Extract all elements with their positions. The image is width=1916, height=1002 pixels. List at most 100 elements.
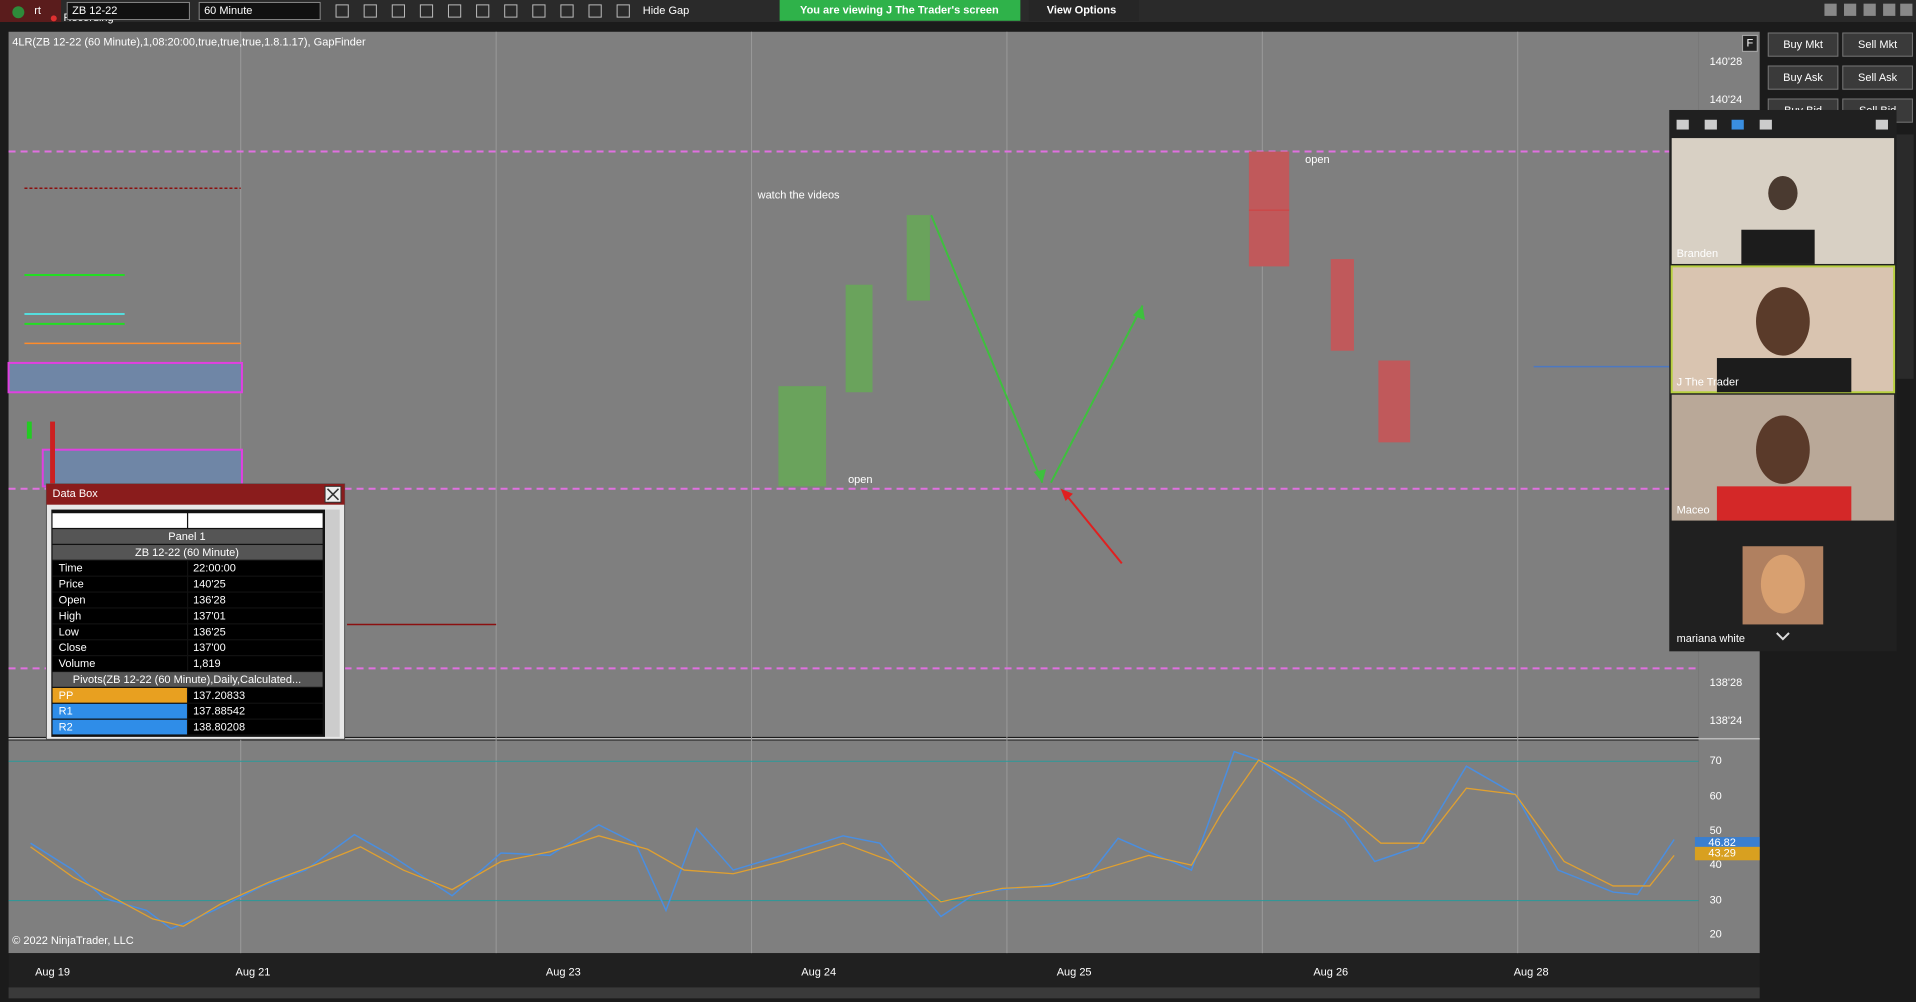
tool-icon[interactable] xyxy=(419,4,434,18)
tool-icon[interactable] xyxy=(363,4,377,18)
expand-chevron[interactable] xyxy=(1776,632,1790,641)
order-button-label[interactable]: Buy Ask xyxy=(1783,72,1823,84)
arrow-line xyxy=(930,214,1044,484)
bearish-box xyxy=(1330,259,1354,351)
participant-name: Branden xyxy=(1677,248,1719,260)
candle xyxy=(26,421,32,439)
order-button[interactable] xyxy=(1767,65,1839,90)
data-row-value-cell xyxy=(188,592,323,608)
app-title: rt xyxy=(34,5,41,17)
price-label: 138'24 xyxy=(1710,715,1743,727)
price-label: 140'28 xyxy=(1710,56,1743,68)
order-button[interactable] xyxy=(1767,32,1839,57)
data-row-label-cell xyxy=(52,513,187,528)
tool-icon[interactable] xyxy=(335,4,349,18)
order-button-label[interactable]: Sell Mkt xyxy=(1858,39,1897,51)
data-row-value-cell xyxy=(188,719,323,735)
tool-icon[interactable] xyxy=(616,4,630,18)
osc-marker-text: 43.29 xyxy=(1708,847,1736,859)
data-row-value: 1,819 xyxy=(193,658,221,670)
window-button[interactable] xyxy=(1863,3,1876,16)
candle xyxy=(50,421,55,486)
data-row-value-cell xyxy=(188,687,323,703)
x-axis-strip xyxy=(8,953,1760,988)
data-row-label: High xyxy=(59,610,82,622)
view-options-text[interactable]: View Options xyxy=(1047,4,1116,16)
tool-icon[interactable] xyxy=(588,4,602,18)
price-label: 140'24 xyxy=(1710,94,1743,106)
window-button[interactable] xyxy=(1900,3,1913,16)
instrument-select[interactable] xyxy=(66,1,190,21)
data-box-titlebar xyxy=(46,483,345,505)
video-control[interactable] xyxy=(1676,119,1689,130)
data-row-banner-text: ZB 12-22 (60 Minute) xyxy=(135,547,239,559)
order-button-label[interactable]: Sell Ask xyxy=(1858,72,1898,84)
zone-box xyxy=(7,361,243,394)
data-row-value: 140'25 xyxy=(193,579,226,591)
tool-icon[interactable] xyxy=(476,4,490,18)
tool-icon[interactable] xyxy=(391,4,405,18)
data-row-label: R1 xyxy=(59,706,73,718)
viewing-banner-text: You are viewing J The Trader's screen xyxy=(800,4,999,16)
data-row-value-cell xyxy=(188,576,323,592)
data-row-label-cell xyxy=(52,560,187,576)
data-row-label: R2 xyxy=(59,722,73,734)
arrow-head xyxy=(1060,488,1073,502)
data-row-value-cell xyxy=(188,624,323,640)
participant-name: J The Trader xyxy=(1677,376,1739,388)
video-control[interactable] xyxy=(1731,119,1744,130)
order-button[interactable] xyxy=(1842,65,1913,90)
tool-icon[interactable] xyxy=(560,4,574,18)
data-row-label: Open xyxy=(59,595,86,607)
instrument-text[interactable]: ZB 12-22 xyxy=(72,5,117,17)
oscillator-label: 30 xyxy=(1710,895,1722,907)
video-control[interactable] xyxy=(1875,119,1888,130)
osc-marker-text: 46.82 xyxy=(1708,837,1736,849)
side-scrollbar xyxy=(1896,134,1914,379)
data-row-label: Low xyxy=(59,626,79,638)
panel-button[interactable] xyxy=(1742,34,1758,52)
video-control[interactable] xyxy=(1759,119,1772,130)
data-row-label-cell xyxy=(52,640,187,655)
data-row-label: Price xyxy=(59,579,84,591)
data-row-label-cell xyxy=(52,592,187,608)
data-row-value-cell xyxy=(188,608,323,624)
x-axis-label: Aug 19 xyxy=(35,967,70,979)
tool-icon[interactable] xyxy=(532,4,546,18)
view-options[interactable] xyxy=(1028,0,1139,21)
close-x xyxy=(326,488,340,501)
data-row-label: Volume xyxy=(59,658,96,670)
annotation: open xyxy=(1305,154,1329,166)
hide-gaps[interactable]: Hide Gap xyxy=(643,5,689,17)
scrollbar xyxy=(8,987,1760,999)
data-row-value: 137.88542 xyxy=(193,706,245,718)
data-row-value: 8/23/2022 xyxy=(193,515,242,527)
participant-name: mariana white xyxy=(1677,633,1745,645)
participant-head xyxy=(1760,554,1805,614)
video-control[interactable] xyxy=(1704,119,1717,130)
order-button[interactable] xyxy=(1842,32,1913,57)
data-row-value-cell xyxy=(188,703,323,719)
oscillator-label: 50 xyxy=(1710,825,1722,837)
arrow-head xyxy=(1132,305,1146,321)
x-axis-label: Aug 23 xyxy=(546,967,581,979)
order-button-label[interactable]: Buy Mkt xyxy=(1783,39,1823,51)
bearish-box xyxy=(1378,360,1411,443)
oscillator-slow xyxy=(30,759,1675,927)
participant-head xyxy=(1756,287,1810,356)
interval-text[interactable]: 60 Minute xyxy=(204,5,252,17)
viewing-banner xyxy=(779,0,1021,21)
data-row-banner xyxy=(52,529,323,544)
data-row-label: Date xyxy=(59,515,82,527)
arrow-head xyxy=(1033,469,1047,483)
tool-icon[interactable] xyxy=(447,4,462,18)
panel-button-text[interactable]: F xyxy=(1747,37,1754,49)
data-row-value: 138.80208 xyxy=(193,722,245,734)
osc-marker xyxy=(1694,846,1760,861)
window-button[interactable] xyxy=(1843,3,1857,16)
interval-select[interactable] xyxy=(198,1,321,21)
window-button[interactable] xyxy=(1883,3,1896,16)
tool-icon[interactable] xyxy=(504,4,518,18)
window-button[interactable] xyxy=(1824,3,1837,16)
